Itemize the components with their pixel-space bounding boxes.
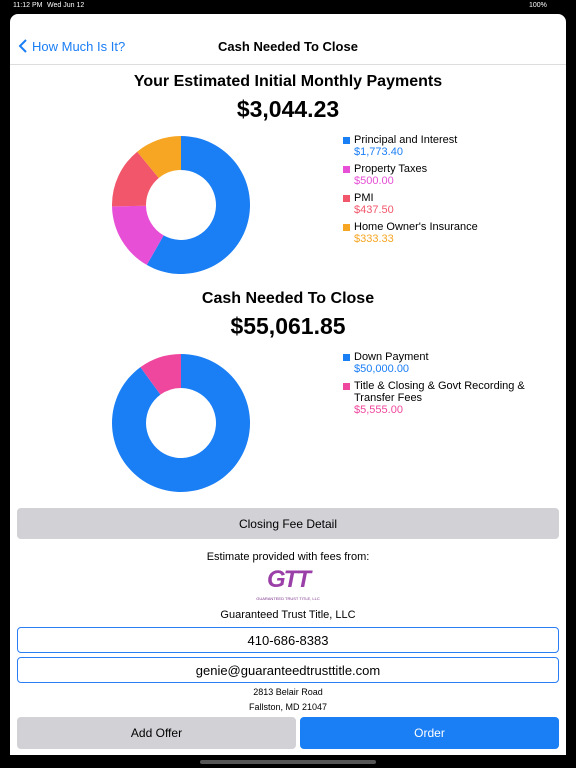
legend-item: Home Owner's Insurance $333.33 <box>343 221 533 245</box>
status-battery: 100% <box>529 2 547 9</box>
donut-segment <box>140 354 181 395</box>
legend-value: $50,000.00 <box>354 363 410 375</box>
legend-item: Title & Closing & Govt Recording & Trans… <box>343 380 533 416</box>
back-button[interactable]: How Much Is It? <box>32 39 126 54</box>
legend-value: $333.33 <box>354 233 394 245</box>
status-date: Wed Jun 12 <box>47 2 85 9</box>
legend-item: Property Taxes $500.00 <box>343 163 533 187</box>
donut-segment <box>112 354 250 492</box>
chart-total: $55,061.85 <box>230 313 346 339</box>
donut-segment <box>112 151 159 207</box>
legend-swatch <box>343 195 350 202</box>
home-indicator <box>200 760 376 764</box>
provider-intro: Estimate provided with fees from: <box>206 551 370 563</box>
address-line: Fallston, MD 21047 <box>248 702 328 712</box>
chart-title: Your Estimated Initial Monthly Payments <box>133 73 443 90</box>
address-line: 2813 Belair Road <box>253 687 323 697</box>
nav-title: Cash Needed To Close <box>218 39 358 54</box>
donut-segment <box>137 136 181 178</box>
chart-total: $3,044.23 <box>236 96 340 122</box>
legend-item: PMI $437.50 <box>343 192 533 216</box>
logo-text: GTT <box>267 566 311 593</box>
donut <box>112 136 250 274</box>
status-time: 11:12 PM <box>13 2 43 9</box>
donut-segment <box>146 136 250 274</box>
nav-separator <box>10 64 566 65</box>
legend-swatch <box>343 137 350 144</box>
donut <box>112 354 250 492</box>
email-button[interactable]: genie@guaranteedtrusttitle.com <box>17 657 559 683</box>
legend: Principal and Interest $1,773.40 Property … <box>343 134 533 250</box>
legend-value: $437.50 <box>354 204 394 216</box>
legend-swatch <box>343 166 350 173</box>
legend-label: Principal and Interest <box>354 134 458 146</box>
logo-caption: GUARANTEED TRUST TITLE, LLC <box>256 596 320 601</box>
legend: Down Payment $50,000.00 Title & Closing & … <box>343 351 533 421</box>
add-offer-button[interactable]: Add Offer <box>17 717 296 749</box>
phone-button[interactable]: 410-686-8383 <box>17 627 559 653</box>
legend-label: Down Payment <box>354 351 429 363</box>
legend-label: Title & Closing & Govt Recording & Trans… <box>354 380 525 404</box>
legend-item: Down Payment $50,000.00 <box>343 351 533 375</box>
closing-fee-button[interactable]: Closing Fee Detail <box>17 508 559 539</box>
legend-label: Home Owner's Insurance <box>354 221 478 233</box>
legend-value: $5,555.00 <box>354 404 403 416</box>
legend-label: PMI <box>354 192 374 204</box>
legend-swatch <box>343 224 350 231</box>
legend-value: $1,773.40 <box>354 146 403 158</box>
legend-item: Principal and Interest $1,773.40 <box>343 134 533 158</box>
chart-title: Cash Needed To Close <box>201 290 375 307</box>
order-button[interactable]: Order <box>300 717 559 749</box>
legend-value: $500.00 <box>354 175 394 187</box>
provider-name: Guaranteed Trust Title, LLC <box>220 609 356 621</box>
legend-label: Property Taxes <box>354 163 428 175</box>
legend-swatch <box>343 383 350 390</box>
legend-swatch <box>343 354 350 361</box>
donut-segment <box>112 205 164 265</box>
back-chevron[interactable] <box>17 38 29 54</box>
